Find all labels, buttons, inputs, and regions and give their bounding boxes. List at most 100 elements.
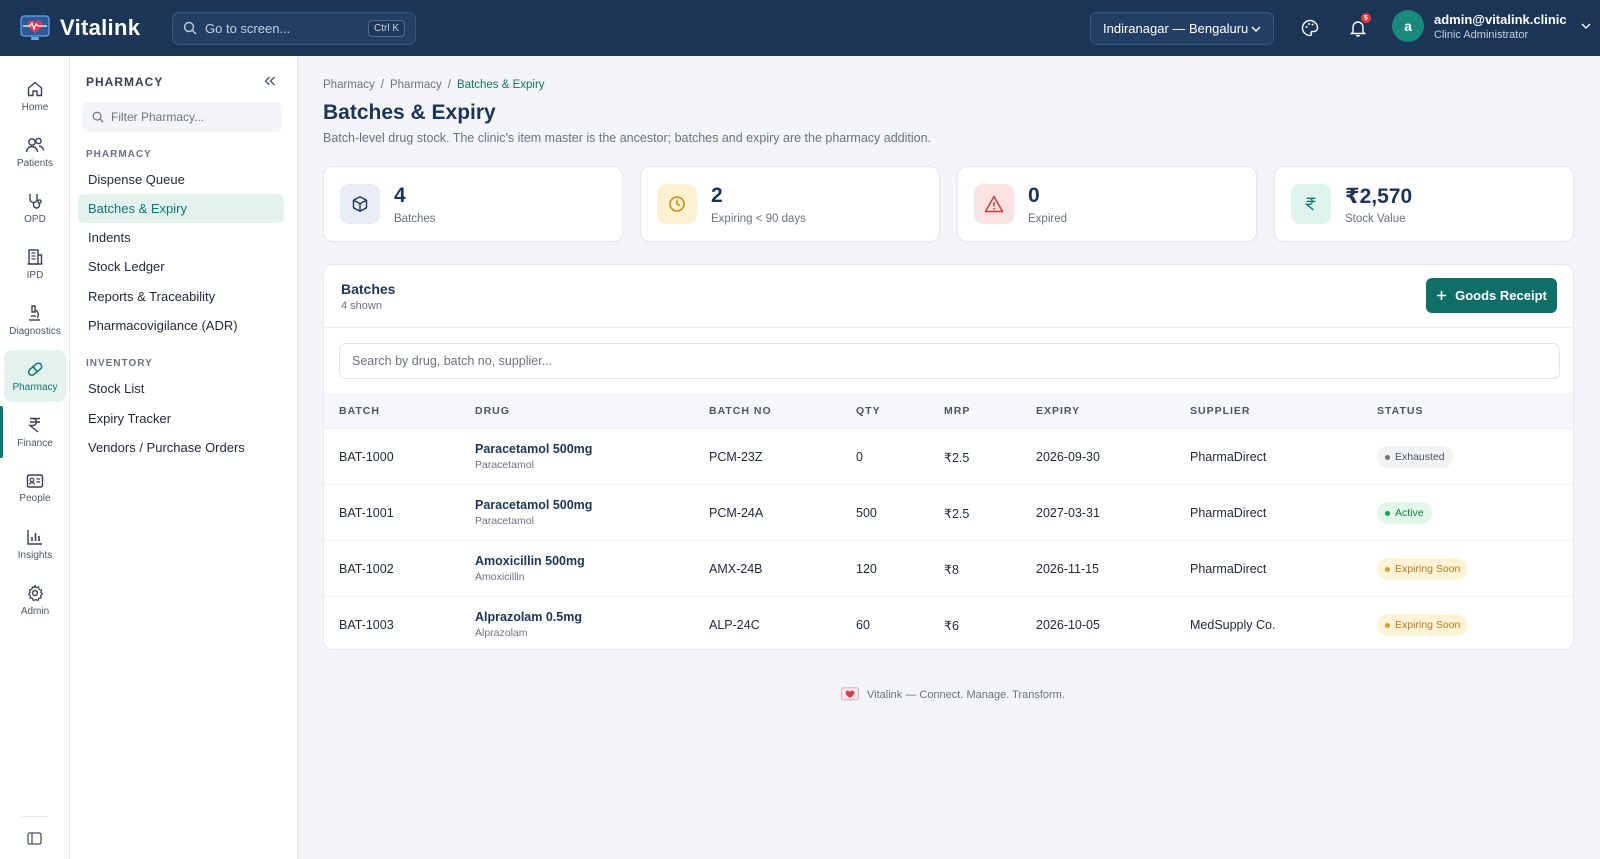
column-header[interactable]: BATCH NO [709,405,772,417]
status-dot [1385,622,1390,628]
sidebar-filter-input[interactable]: Filter Pharmacy... [82,102,282,132]
drug-name[interactable]: Paracetamol 500mg [475,442,593,456]
search-icon [183,21,197,35]
stat-card-expiring: 2 Expiring < 90 days [640,166,940,242]
rail-item-diagnostics[interactable]: Diagnostics [4,294,66,346]
rail-item-pharmacy[interactable]: Pharmacy [4,350,66,402]
sidebar-section-pharmacy: PHARMACY [86,149,152,160]
rupee-icon [1304,197,1316,211]
sidebar-item-stock-ledger[interactable]: Stock Ledger [88,259,165,274]
drug-name[interactable]: Paracetamol 500mg [475,498,593,512]
user-menu[interactable]: a admin@vitalink.clinic Clinic Administr… [1392,10,1591,42]
sidebar-item-dispense-queue[interactable]: Dispense Queue [88,172,185,187]
go-to-screen-search[interactable]: Go to screen... Ctrl K [172,11,416,45]
status-dot [1385,454,1390,460]
goods-receipt-label: Goods Receipt [1455,288,1547,303]
breadcrumb: Pharmacy / Pharmacy / Batches & Expiry [323,79,545,91]
sidebar-item-vendors-purchase-orders[interactable]: Vendors / Purchase Orders [88,440,245,455]
drug-generic: Alprazolam [475,627,528,639]
cell-batch-no: PCM-24A [709,506,764,520]
stethoscope-icon [29,193,42,209]
stat-icon-wrap [657,184,697,224]
stat-label: Expired [1028,213,1067,225]
theme-palette-button[interactable] [1298,16,1322,40]
pill-icon [27,361,43,376]
rail-divider [22,816,48,817]
breadcrumb-item[interactable]: Pharmacy [389,79,442,91]
home-icon [27,81,43,96]
collapse-sidebar-button[interactable] [264,74,276,89]
status-badge: Expiring Soon [1377,558,1469,580]
drug-name[interactable]: Amoxicillin 500mg [475,554,585,568]
table-row[interactable]: BAT-1003 Alprazolam 0.5mg Alprazolam ALP… [324,596,1573,649]
rail-item-patients[interactable]: Patients [4,126,66,178]
rail-item-ipd[interactable]: IPD [4,238,66,290]
notifications-button[interactable]: 5 [1346,13,1371,40]
stat-card-expired: 0 Expired [957,166,1257,242]
table-row[interactable]: BAT-1002 Amoxicillin 500mg Amoxicillin A… [324,540,1573,596]
stat-value: ₹2,570 [1345,185,1413,208]
toggle-sidebar-button[interactable] [27,832,42,848]
search-icon [92,111,104,123]
bar-chart-icon [27,529,42,545]
batches-card: Batches 4 shown Goods Receipt Search by … [323,264,1574,650]
sidebar-item-expiry-tracker[interactable]: Expiry Tracker [88,411,172,426]
rail-item-home[interactable]: Home [4,70,66,122]
stat-icon-wrap [974,184,1014,224]
stat-card-batches: 4 Batches [323,166,623,242]
avatar: a [1392,10,1424,42]
stat-card-stock-value: ₹2,570 Stock Value [1274,166,1574,242]
notification-count-badge: 5 [1361,13,1371,23]
rail-label: Finance [17,437,53,449]
column-header[interactable]: SUPPLIER [1190,405,1251,417]
rail-item-opd[interactable]: OPD [4,182,66,234]
rail-item-people[interactable]: People [4,462,66,514]
column-header[interactable]: BATCH [339,405,380,417]
cell-qty: 0 [856,450,863,464]
sidebar-title: PHARMACY [86,75,164,89]
gear-icon [27,584,44,601]
sidebar-item-stock-list[interactable]: Stock List [88,381,145,396]
drug-generic: Paracetamol [475,459,534,471]
rail-label: People [19,492,51,504]
cell-qty: 120 [856,562,877,576]
drug-generic: Amoxicillin [475,571,525,583]
sidebar-item-reports-traceability[interactable]: Reports & Traceability [88,289,216,304]
column-header[interactable]: MRP [944,405,971,417]
box-icon [352,196,368,212]
building-icon [27,248,43,265]
sidebar-item-batches-expiry[interactable]: Batches & Expiry [78,194,284,223]
card-title: Batches [341,281,396,297]
cell-batch-no: PCM-23Z [709,450,763,464]
brand[interactable]: Vitalink [20,15,156,41]
divider [324,327,1573,328]
status-label: Expiring Soon [1395,563,1461,575]
rail-item-finance[interactable]: Finance [4,406,66,458]
rail-item-admin[interactable]: Admin [4,574,66,626]
goods-receipt-button[interactable]: Goods Receipt [1426,278,1557,313]
sidebar-item-indents[interactable]: Indents [88,230,131,245]
breadcrumb-item[interactable]: Pharmacy [323,79,375,91]
batch-search-input[interactable]: Search by drug, batch no, supplier... [339,343,1560,379]
location-select[interactable]: Indiranagar — Bengaluru [1090,12,1274,45]
rail-label: Diagnostics [9,325,61,337]
cell-drug: Amoxicillin 500mg Amoxicillin [475,554,585,583]
app-name: Vitalink [60,15,141,40]
cell-qty: 60 [856,618,870,632]
table-row[interactable]: BAT-1000 Paracetamol 500mg Paracetamol P… [324,428,1573,484]
column-header[interactable]: DRUG [475,405,510,417]
column-header[interactable]: STATUS [1377,405,1424,417]
table-row[interactable]: BAT-1001 Paracetamol 500mg Paracetamol P… [324,484,1573,540]
rail-label: Home [21,101,49,113]
users-icon [25,137,45,152]
cell-supplier: PharmaDirect [1190,506,1267,520]
cell-batch: BAT-1000 [339,450,394,464]
sidebar-item-pharmacovigilance[interactable]: Pharmacovigilance (ADR) [88,318,238,333]
drug-name[interactable]: Alprazolam 0.5mg [475,610,582,624]
column-header[interactable]: EXPIRY [1036,405,1081,417]
column-header[interactable]: QTY [856,405,881,417]
bell-icon [1349,21,1367,37]
cell-expiry: 2026-11-15 [1036,562,1100,576]
rail-label: OPD [24,213,46,225]
rail-item-insights[interactable]: Insights [4,518,66,570]
